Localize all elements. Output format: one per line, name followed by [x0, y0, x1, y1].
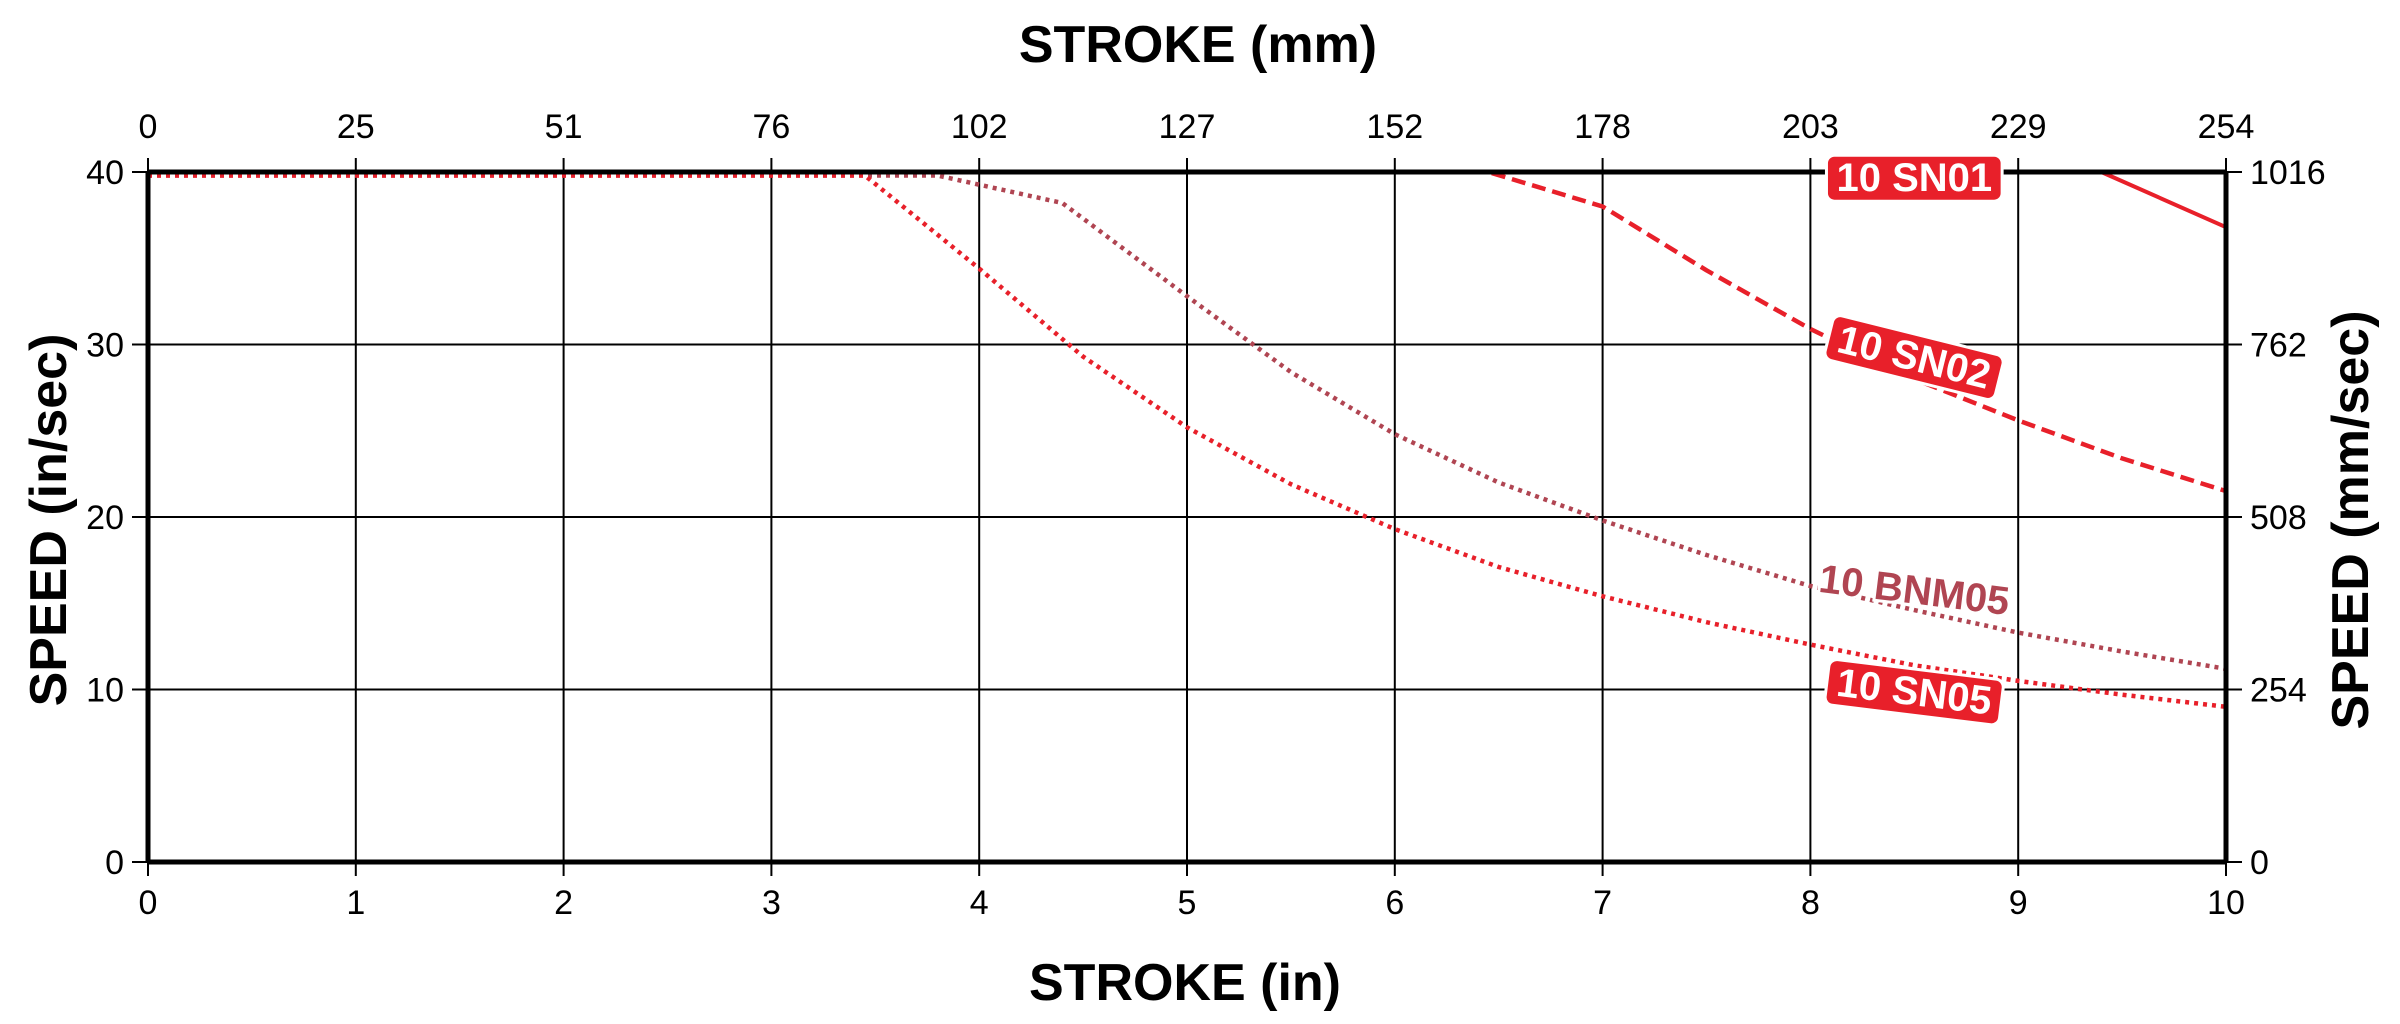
- series-label-10-bnm05: 10 BNM05: [1814, 554, 2015, 627]
- y-tick-label-left: 30: [86, 327, 124, 365]
- y-tick-label-right: 0: [2250, 844, 2269, 882]
- y-tick-label-left: 20: [86, 499, 124, 537]
- y-tick-label-left: 10: [86, 672, 124, 710]
- y-tick-label-right: 1016: [2250, 154, 2326, 192]
- x-tick-label-bottom: 10: [2207, 884, 2245, 922]
- x-tick-label-bottom: 5: [1178, 884, 1197, 922]
- x-axis-title-top: STROKE (mm): [1019, 16, 1377, 74]
- series-label-group: 10 SN01 10 SN02 10 BNM05 10 SN05: [1814, 153, 2015, 727]
- x-tick-label-top: 0: [139, 108, 158, 146]
- y-tick-label-right: 762: [2250, 327, 2307, 365]
- x-tick-label-bottom: 9: [2009, 884, 2028, 922]
- series-label-10-sn01: 10 SN01: [1824, 153, 2004, 203]
- series-label-box: [1824, 153, 2004, 203]
- y-axis-title-right: SPEED (mm/sec): [2322, 310, 2380, 729]
- x-tick-label-top: 254: [2198, 108, 2255, 146]
- y-tick-label-left: 40: [86, 154, 124, 192]
- x-tick-label-top: 76: [752, 108, 790, 146]
- x-tick-label-bottom: 6: [1385, 884, 1404, 922]
- series-line-10-sn05: [148, 173, 2227, 710]
- series-label-box: [1823, 314, 2005, 401]
- x-tick-label-top: 178: [1574, 108, 1631, 146]
- series-line-10-sn02: [148, 169, 2227, 494]
- series-label-text: 10 SN01: [1836, 156, 1992, 200]
- series-label-10-sn05: 10 SN05: [1823, 658, 2005, 727]
- x-tick-label-bottom: 0: [139, 884, 158, 922]
- x-tick-label-top: 229: [1990, 108, 2047, 146]
- x-tick-label-bottom: 8: [1801, 884, 1820, 922]
- x-tick-label-top: 152: [1366, 108, 1423, 146]
- series-label-text: 10 SN05: [1834, 661, 1994, 724]
- series-label-text: 10 BNM05: [1817, 557, 2012, 624]
- y-tick-label-left: 0: [105, 844, 124, 882]
- x-tick-label-bottom: 7: [1593, 884, 1612, 922]
- x-axis-title-bottom: STROKE (in): [1029, 954, 1341, 1012]
- series-label-10-sn02: 10 SN02: [1823, 314, 2005, 401]
- series-label-box: [1823, 658, 2005, 727]
- x-tick-label-top: 51: [545, 108, 583, 146]
- y-tick-label-right: 508: [2250, 499, 2307, 537]
- x-tick-label-bottom: 2: [554, 884, 573, 922]
- x-tick-label-bottom: 3: [762, 884, 781, 922]
- x-tick-label-bottom: 4: [970, 884, 989, 922]
- grid: [148, 172, 2226, 862]
- tick-group: 0012525137641025127615271788203922910254…: [86, 108, 2325, 922]
- x-tick-label-bottom: 1: [346, 884, 365, 922]
- x-tick-label-top: 203: [1782, 108, 1839, 146]
- y-axis-title-left: SPEED (in/sec): [20, 334, 78, 707]
- y-tick-label-right: 254: [2250, 672, 2307, 710]
- series-label-text: 10 SN02: [1833, 317, 1995, 397]
- x-tick-label-top: 25: [337, 108, 375, 146]
- x-tick-label-top: 127: [1159, 108, 1216, 146]
- x-tick-label-top: 102: [951, 108, 1008, 146]
